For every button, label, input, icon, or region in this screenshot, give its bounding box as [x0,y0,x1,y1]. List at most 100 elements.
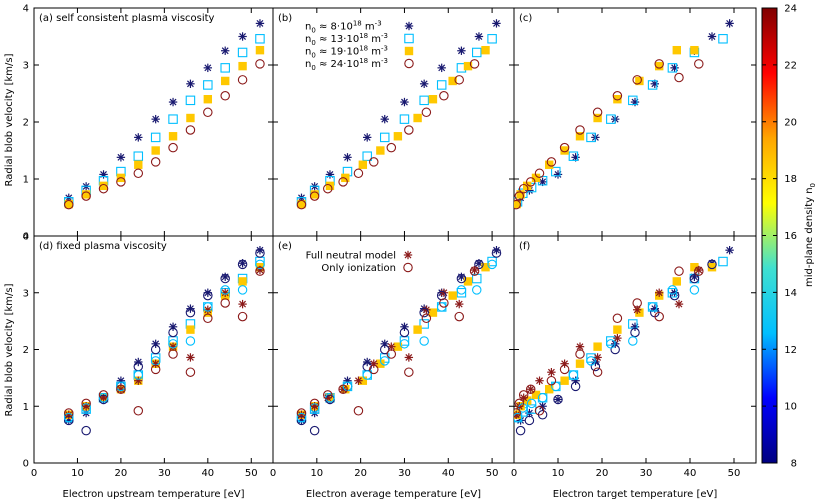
data-point [404,353,414,362]
data-point [186,113,195,123]
data-point [560,146,569,155]
data-point [386,349,397,359]
data-point [514,412,523,423]
data-points [64,245,265,436]
data-point [514,199,521,210]
data-point [186,325,195,334]
data-points [514,245,734,436]
x-tick-label: 40 [201,468,214,479]
data-point [689,273,700,284]
data-point [297,199,306,209]
data-point [472,285,482,295]
data-point [654,59,664,69]
y-tick-label: 1 [23,402,29,413]
data-point [419,319,429,329]
data-point [559,142,570,153]
series [514,285,700,423]
data-point [630,327,640,338]
panel-e: 0 10 20 30 40 50 (e) Electron average temperatu… [270,235,515,500]
data-point [338,177,348,187]
data-point [439,298,449,308]
legend-marker [403,262,413,273]
data-point [393,342,403,351]
data-point [515,425,526,436]
x-tick-label: 40 [684,468,697,479]
data-point [487,256,497,267]
colorbar-label: mid-plane density n0 [804,183,817,287]
colorbar-tick-label: 12 [784,345,797,356]
plot-frame [513,235,757,464]
data-point [457,46,466,55]
data-point [255,59,265,69]
data-points [296,245,502,436]
data-point [694,265,703,275]
data-point [203,80,213,90]
series [296,248,502,436]
data-point [116,153,126,162]
data-point [633,305,642,314]
data-point [551,166,561,177]
data-point [518,183,529,194]
data-point [399,327,410,338]
data-point [413,325,422,334]
data-point [237,75,248,85]
data-point [436,80,447,90]
data-point [133,370,144,380]
colorbar-tick-label: 24 [784,4,797,15]
data-point [525,384,536,394]
data-point [400,97,409,107]
legend-label: Only ionization [321,263,396,274]
data-point [491,248,502,258]
panel-f: 0 10 20 30 40 50 (f) Electron target temperatur… [511,235,757,500]
data-point [168,339,178,349]
series [297,265,479,419]
data-point [255,259,265,270]
data-point [64,412,74,423]
data-point [238,277,247,286]
data-point [592,107,603,118]
data-point [358,376,368,385]
panel-c: (c) [513,7,757,237]
data-point [168,114,178,124]
legend-marker [404,21,414,31]
series [64,263,265,419]
colorbar-tick-label: 8 [791,459,797,470]
data-point [220,298,230,308]
colorbar: 8 10 12 14 16 18 20 22 24 mid-plane density n0 [761,4,817,470]
x-tick-label: 10 [71,468,84,479]
data-point [718,256,728,267]
legend-marker [404,46,414,56]
data-point [399,114,410,124]
data-point [237,47,248,58]
data-point [309,191,320,201]
data-point [151,146,160,155]
data-point [670,63,679,73]
data-point [534,406,545,416]
data-point [376,146,385,155]
data-point [537,392,548,403]
data-point [667,285,678,295]
data-point [568,151,579,161]
data-point [654,311,664,322]
data-point [369,364,379,375]
x-tick-label: 30 [158,468,171,479]
data-point [545,385,554,394]
data-point [310,190,319,199]
colorbar-tick-label: 14 [784,288,797,299]
data-point [296,408,307,418]
series [64,59,265,210]
data-point [255,19,265,28]
colorbar-tick-label: 16 [784,231,797,242]
data-point [238,32,247,41]
data-point [455,299,464,309]
data-point [323,390,333,400]
data-point [518,390,529,400]
data-point [718,34,728,44]
data-point [81,191,91,201]
colorbar-tick-label: 10 [784,402,797,413]
data-point [64,408,74,418]
panel-a: 0 1 2 3 4 (a) self consistent plasma viscosit… [23,4,274,243]
colorbar-tick-label: 18 [784,174,797,185]
data-point [380,114,389,124]
shared-y-axis-label: Radial blob velocity [km/s] [4,53,15,186]
